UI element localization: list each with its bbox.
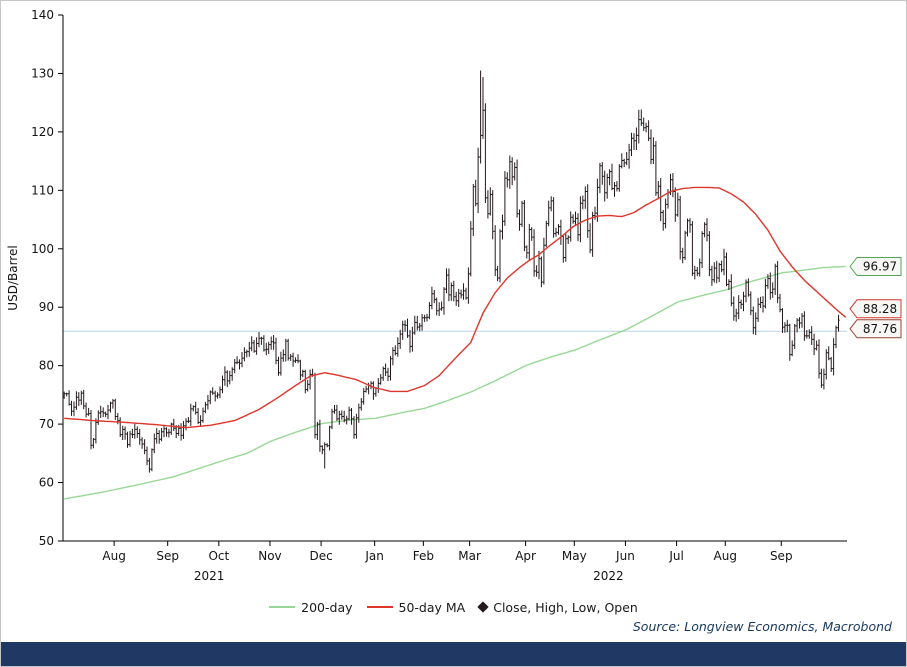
last-value-text: 87.76 (863, 322, 897, 336)
legend-label-ohlc: Close, High, Low, Open (493, 599, 638, 615)
y-tick-label: 100 (31, 242, 54, 256)
x-tick-label: Dec (309, 549, 332, 563)
y-axis-title: USD/Barrel (6, 245, 20, 310)
x-tick-label: Jan (364, 549, 384, 563)
bottom-bar (1, 642, 906, 666)
ma200-line (64, 265, 846, 500)
legend-swatch-200day-line (269, 606, 296, 608)
y-tick-label: 130 (31, 66, 54, 80)
last-value-flag-ma200: 96.97 (849, 257, 902, 276)
legend-item-ohlc: Close, High, Low, Open (477, 599, 638, 615)
last-value-text: 88.28 (863, 302, 897, 316)
last-value-flag-price: 87.76 (849, 319, 902, 339)
x-year-label: 2022 (593, 569, 624, 583)
legend-label-50day-ma: 50-day MA (398, 599, 466, 615)
source-credit: Source: Longview Economics, Macrobond (632, 619, 892, 634)
y-axis: 50 60 70 80 90 100 110 120 130 140 USD/Barrel (6, 8, 64, 548)
y-tick-label: 120 (31, 125, 54, 139)
x-axis: Aug Sep Oct Nov Dec Jan Feb Mar Apr May Jun Jul Aug S… (63, 540, 847, 583)
price-chart-canvas: 50 60 70 80 90 100 110 120 130 140 USD/Barrel Aug Se… (6, 8, 902, 583)
x-tick-label: Nov (258, 549, 281, 563)
x-tick-label: Jul (668, 549, 683, 563)
y-tick-label: 110 (31, 183, 54, 197)
legend-item-50day-ma: 50-day MA (366, 599, 466, 615)
y-tick-label: 70 (39, 417, 54, 431)
x-tick-label: Feb (413, 549, 434, 563)
x-tick-label: Jun (615, 549, 635, 563)
y-tick-label: 60 (39, 476, 54, 490)
legend-item-200day: 200-day (269, 599, 353, 615)
x-tick-label: Aug (714, 549, 737, 563)
y-tick-label: 50 (39, 534, 54, 548)
ma50-line (64, 186, 847, 429)
last-value-text: 96.97 (863, 259, 897, 273)
chart-legend: 200-day 50-day MA Close, High, Low, Open (1, 596, 906, 618)
ohlc-bars (62, 70, 840, 473)
x-tick-label: Aug (102, 549, 125, 563)
last-value-flag-ma50: 88.28 (849, 299, 902, 319)
legend-swatch-50day-line (366, 606, 393, 608)
y-tick-label: 140 (31, 8, 54, 22)
legend-ohlc-marker-icon (477, 601, 489, 613)
x-tick-label: Sep (156, 549, 179, 563)
y-tick-label: 80 (39, 359, 54, 373)
legend-label-200day: 200-day (301, 599, 353, 615)
x-tick-label: Apr (515, 549, 536, 563)
x-tick-label: Sep (770, 549, 793, 563)
x-tick-label: May (562, 549, 587, 563)
x-year-label: 2021 (194, 569, 225, 583)
x-tick-label: Oct (208, 549, 229, 563)
y-tick-label: 90 (39, 300, 54, 314)
x-tick-label: Mar (458, 549, 481, 563)
